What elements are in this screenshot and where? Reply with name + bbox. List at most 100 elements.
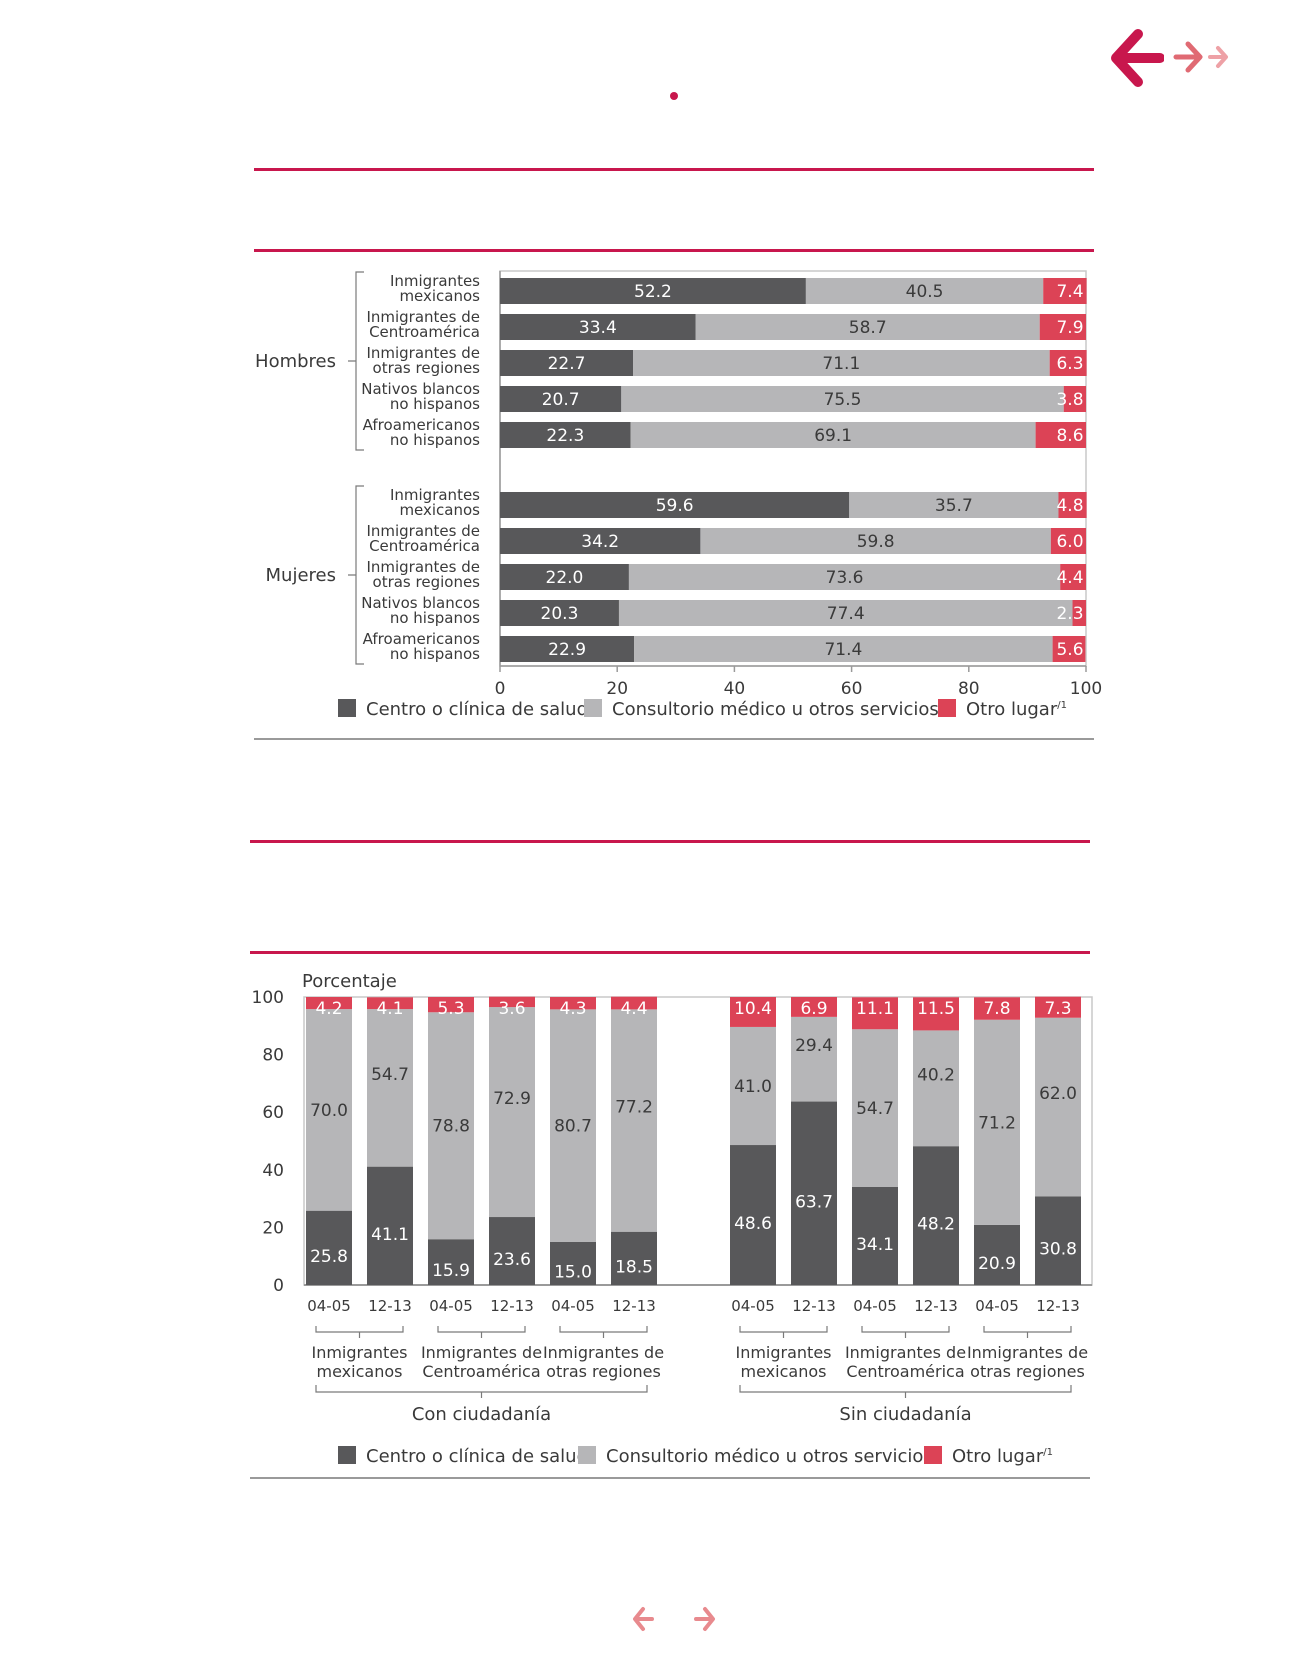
- bar-segment: [974, 1019, 1020, 1225]
- subgroup-label-line1: Inmigrantes: [735, 1343, 831, 1362]
- page-prev-button[interactable]: [630, 1605, 656, 1633]
- bar-value-label: 71.4: [824, 640, 862, 660]
- period-label: 12-13: [914, 1297, 958, 1315]
- bar-segment: [1049, 350, 1087, 376]
- category-label-line2: otras regiones: [373, 573, 481, 591]
- legend-swatch-0: [338, 699, 356, 717]
- bar-segment: [791, 997, 837, 1017]
- plot-frame: [303, 996, 1093, 1286]
- period-label: 12-13: [612, 1297, 656, 1315]
- bar-value-label: 40.2: [917, 1065, 955, 1085]
- group-label: Mujeres: [266, 565, 336, 586]
- legend-label-1: Consultorio médico u otros servicios: [612, 699, 939, 720]
- category-label-line2: no hispanos: [390, 431, 480, 449]
- bar-value-label: 71.1: [822, 354, 860, 374]
- x-tick-label: 20: [606, 679, 628, 699]
- subgroup-label-line1: Inmigrantes de: [543, 1343, 664, 1362]
- bar-value-label: 48.6: [734, 1214, 772, 1234]
- bar-value-label: 18.5: [615, 1257, 653, 1277]
- bar-value-label: 15.9: [432, 1261, 470, 1281]
- period-label: 12-13: [368, 1297, 412, 1315]
- bar-value-label: 4.4: [620, 999, 647, 1019]
- bar-segment: [500, 564, 629, 590]
- page-dot: [670, 92, 678, 100]
- bar-value-label: 8.6: [1056, 426, 1083, 446]
- bar-value-label: 6.0: [1056, 532, 1083, 552]
- bar-value-label: 4.3: [559, 999, 586, 1019]
- subgroup-brace: [861, 1326, 950, 1338]
- bar-segment: [730, 1145, 776, 1285]
- rule-bottom-1: [254, 738, 1094, 740]
- period-label: 04-05: [731, 1297, 775, 1315]
- chart-vertical-stacked: Porcentaje 0 20 40 60 80 100 25.8 70.0 4.2 04-05 41…: [252, 971, 1093, 1467]
- bar-value-label: 22.7: [548, 354, 586, 374]
- bar-segment: [1060, 564, 1086, 590]
- y-tick-label: 40: [262, 1161, 284, 1181]
- bar-value-label: 62.0: [1039, 1084, 1077, 1104]
- category-label-line2: mexicanos: [399, 501, 480, 519]
- bar-segment: [849, 492, 1059, 518]
- bar-segment: [730, 997, 776, 1027]
- bar-value-label: 7.4: [1056, 282, 1083, 302]
- x-tick-label: 40: [724, 679, 746, 699]
- bar-segment: [621, 386, 1064, 412]
- subgroup-label-line1: Inmigrantes: [311, 1343, 407, 1362]
- bar-value-label: 70.0: [310, 1101, 348, 1121]
- nav-back-button[interactable]: [1108, 28, 1165, 88]
- x-tick-label: 80: [958, 679, 980, 699]
- bar-segment: [618, 600, 1073, 626]
- page-next-button[interactable]: [692, 1605, 718, 1633]
- bar-segment: [489, 1217, 535, 1285]
- subgroup-brace: [559, 1326, 648, 1338]
- bar-segment: [695, 314, 1040, 340]
- bar-value-label: 77.4: [827, 604, 865, 624]
- bar-value-label: 41.1: [371, 1225, 409, 1245]
- period-label: 04-05: [429, 1297, 473, 1315]
- subgroup-label-line2: Centroamérica: [846, 1362, 964, 1381]
- legend-swatch-0: [338, 1446, 356, 1464]
- bar-segment: [805, 278, 1044, 304]
- y-tick-label: 100: [252, 988, 284, 1008]
- bar-segment: [428, 1012, 474, 1240]
- group-brace: [315, 1385, 648, 1398]
- bar-value-label: 80.7: [554, 1117, 592, 1137]
- nav-forward-button[interactable]: [1172, 40, 1204, 74]
- legend-swatch-2: [924, 1446, 942, 1464]
- group-label: Sin ciudadanía: [839, 1404, 971, 1425]
- bar-value-label: 35.7: [935, 496, 973, 516]
- category-label-line2: no hispanos: [390, 395, 480, 413]
- y-tick-label: 60: [262, 1103, 284, 1123]
- period-label: 12-13: [792, 1297, 836, 1315]
- bar-segment: [1072, 600, 1086, 626]
- bar-value-label: 75.5: [824, 390, 862, 410]
- bar-value-label: 59.8: [857, 532, 895, 552]
- bar-segment: [913, 1030, 959, 1147]
- arrow-left-icon: [1111, 29, 1165, 87]
- legend-swatch-1: [578, 1446, 596, 1464]
- subgroup-brace: [315, 1326, 404, 1338]
- category-label-line2: no hispanos: [390, 645, 480, 663]
- subgroup-brace: [437, 1326, 526, 1338]
- subgroup-label-line2: mexicanos: [317, 1362, 403, 1381]
- period-label: 04-05: [551, 1297, 595, 1315]
- period-label: 04-05: [853, 1297, 897, 1315]
- nav-last-button[interactable]: [1206, 44, 1230, 70]
- bar-segment: [630, 422, 1036, 448]
- bar-value-label: 7.3: [1044, 999, 1071, 1019]
- subgroup-brace: [983, 1326, 1072, 1338]
- bar-segment: [611, 1009, 657, 1232]
- subgroup-label-line2: otras regiones: [970, 1362, 1085, 1381]
- bar-value-label: 4.2: [315, 999, 342, 1019]
- bar-segment: [633, 350, 1050, 376]
- bar-segment: [852, 997, 898, 1030]
- bar-value-label: 10.4: [734, 999, 772, 1019]
- y-axis-title: Porcentaje: [302, 971, 397, 992]
- bar-segment: [500, 314, 696, 340]
- bar-segment: [428, 1239, 474, 1285]
- bar-segment: [852, 1186, 898, 1285]
- subgroup-label-line1: Inmigrantes de: [421, 1343, 542, 1362]
- bar-value-label: 33.4: [579, 318, 617, 338]
- bar-segment: [611, 996, 657, 1010]
- subgroup-brace: [739, 1326, 828, 1338]
- category-label-line2: mexicanos: [399, 287, 480, 305]
